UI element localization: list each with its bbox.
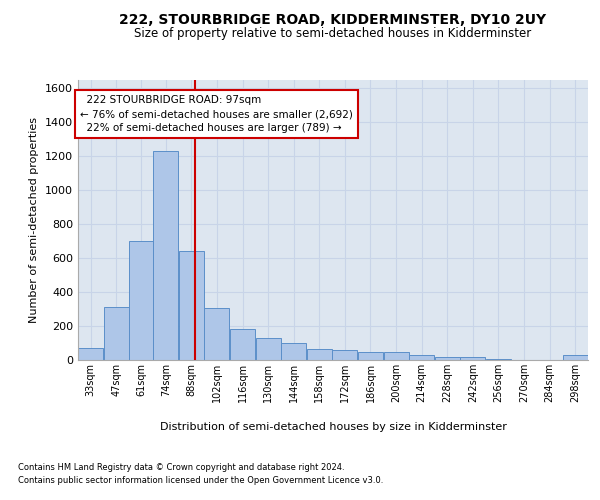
Bar	[486, 359, 511, 360]
Text: Contains HM Land Registry data © Crown copyright and database right 2024.: Contains HM Land Registry data © Crown c…	[18, 462, 344, 471]
Bar	[307, 349, 332, 360]
Bar	[563, 355, 588, 360]
Bar	[179, 252, 204, 360]
Text: 222 STOURBRIDGE ROAD: 97sqm
← 76% of semi-detached houses are smaller (2,692)
  : 222 STOURBRIDGE ROAD: 97sqm ← 76% of sem…	[80, 96, 353, 134]
Text: 222, STOURBRIDGE ROAD, KIDDERMINSTER, DY10 2UY: 222, STOURBRIDGE ROAD, KIDDERMINSTER, DY…	[119, 12, 547, 26]
Bar	[153, 152, 178, 360]
Bar	[130, 241, 152, 360]
Bar	[230, 328, 255, 360]
Text: Size of property relative to semi-detached houses in Kidderminster: Size of property relative to semi-detach…	[134, 28, 532, 40]
Bar	[281, 343, 306, 360]
Bar	[358, 352, 383, 360]
Bar	[205, 308, 229, 360]
Bar	[409, 355, 434, 360]
Bar	[78, 348, 103, 360]
Bar	[435, 356, 460, 360]
Bar	[383, 352, 409, 360]
Text: Distribution of semi-detached houses by size in Kidderminster: Distribution of semi-detached houses by …	[160, 422, 506, 432]
Bar	[104, 306, 129, 360]
Bar	[460, 358, 485, 360]
Bar	[332, 350, 358, 360]
Bar	[256, 338, 281, 360]
Text: Contains public sector information licensed under the Open Government Licence v3: Contains public sector information licen…	[18, 476, 383, 485]
Y-axis label: Number of semi-detached properties: Number of semi-detached properties	[29, 117, 40, 323]
